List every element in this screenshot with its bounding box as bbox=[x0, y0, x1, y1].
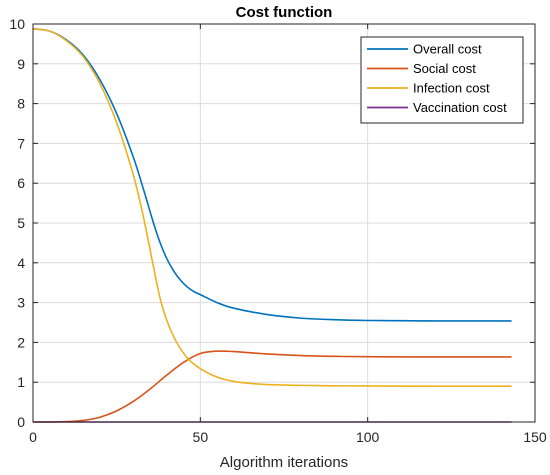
y-tick-label: 1 bbox=[17, 374, 25, 390]
axis-ticks: 0 50 100 150 0 1 2 3 4 5 6 7 8 9 10 bbox=[9, 16, 546, 445]
y-tick-label: 6 bbox=[17, 175, 25, 191]
legend: Overall cost Social cost Infection cost Vac… bbox=[360, 36, 524, 124]
legend-box bbox=[360, 36, 524, 124]
series-line-social-cost bbox=[32, 350, 512, 423]
y-tick-label: 2 bbox=[17, 334, 25, 350]
legend-entry-label: Infection cost bbox=[413, 81, 490, 96]
y-tick-label: 0 bbox=[17, 414, 25, 430]
x-tick-label: 50 bbox=[193, 429, 209, 445]
x-axis-label: Algorithm iterations bbox=[220, 454, 348, 471]
x-tick-label: 100 bbox=[356, 429, 380, 445]
y-tick-label: 5 bbox=[17, 215, 25, 231]
y-tick-label: 9 bbox=[17, 56, 25, 72]
chart-title: Cost function bbox=[236, 4, 333, 21]
legend-entry-label: Vaccination cost bbox=[413, 100, 507, 115]
y-tick-label: 10 bbox=[9, 16, 25, 32]
y-tick-label: 7 bbox=[17, 135, 25, 151]
series-line-overall-cost bbox=[32, 27, 512, 322]
legend-entry-label: Overall cost bbox=[413, 42, 482, 57]
y-tick-label: 3 bbox=[17, 295, 25, 311]
legend-entry-label: Social cost bbox=[413, 61, 476, 76]
x-tick-label: 0 bbox=[29, 429, 37, 445]
series-line-infection-cost bbox=[32, 27, 512, 387]
x-tick-label: 150 bbox=[523, 429, 547, 445]
y-tick-label: 8 bbox=[17, 96, 25, 112]
y-tick-label: 4 bbox=[17, 255, 25, 271]
